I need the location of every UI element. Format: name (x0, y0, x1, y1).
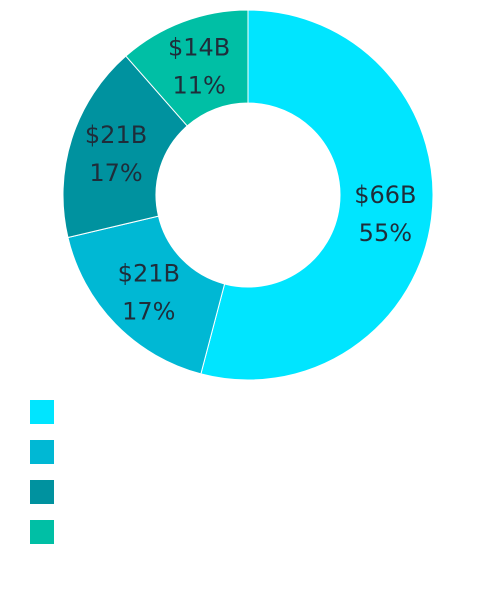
slice-percent-label-3: 17% (89, 159, 142, 187)
legend-item-3 (30, 480, 64, 504)
legend-item-2 (30, 440, 64, 464)
slice-value-label-1: $66B (354, 181, 416, 209)
legend-item-1 (30, 400, 64, 424)
legend-swatch-2 (30, 440, 54, 464)
donut-slice-4 (125, 9, 249, 127)
slice-percent-label-1: 55% (359, 219, 412, 247)
donut-chart: $66B 55% $21B 17% $21B 17% $14B 11% (62, 9, 434, 381)
legend-swatch-1 (30, 400, 54, 424)
slice-value-label-2: $21B (118, 260, 180, 288)
donut-slice-1 (200, 9, 434, 381)
slice-value-label-4: $14B (168, 33, 230, 61)
donut-slice-3 (62, 55, 188, 239)
donut-slice-2 (67, 215, 226, 375)
slice-percent-label-2: 17% (122, 298, 175, 326)
legend-item-4 (30, 520, 64, 544)
legend-swatch-3 (30, 480, 54, 504)
chart-legend (30, 400, 64, 560)
slice-percent-label-4: 11% (172, 71, 225, 99)
slice-value-label-3: $21B (85, 121, 147, 149)
legend-swatch-4 (30, 520, 54, 544)
